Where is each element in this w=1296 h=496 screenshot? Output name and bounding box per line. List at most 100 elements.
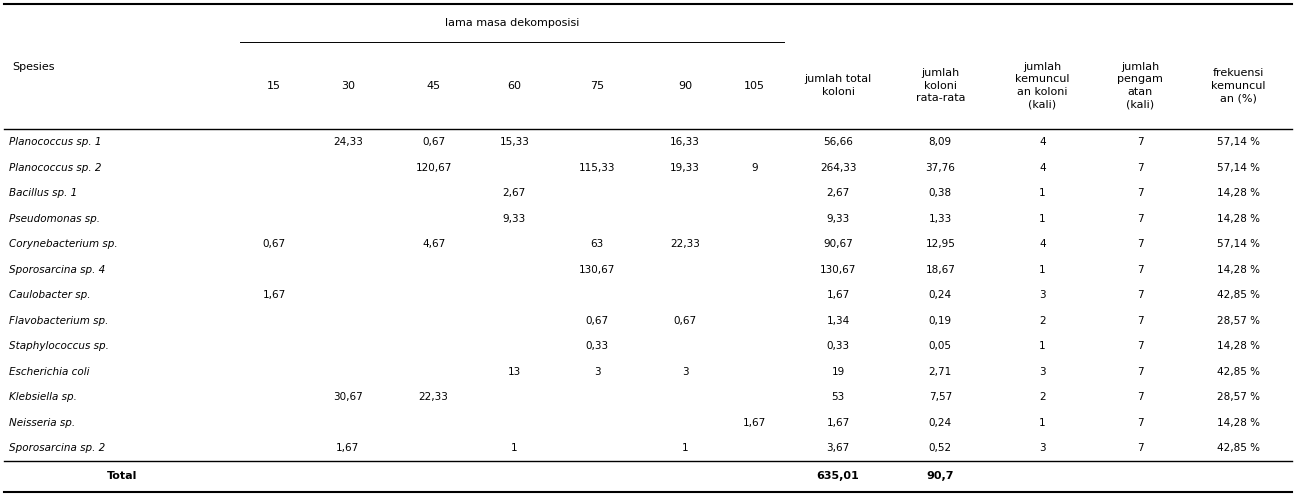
Text: 12,95: 12,95 (925, 239, 955, 249)
Text: Planococcus sp. 2: Planococcus sp. 2 (9, 163, 102, 173)
Text: 1,67: 1,67 (336, 443, 359, 453)
Text: 90: 90 (678, 81, 692, 91)
Text: 3,67: 3,67 (827, 443, 850, 453)
Text: 7: 7 (1137, 239, 1143, 249)
Text: 1: 1 (1039, 214, 1046, 224)
Text: 7: 7 (1137, 443, 1143, 453)
Text: 0,52: 0,52 (929, 443, 951, 453)
Text: 7: 7 (1137, 341, 1143, 351)
Text: 9,33: 9,33 (503, 214, 526, 224)
Text: 56,66: 56,66 (823, 137, 853, 147)
Text: 4: 4 (1039, 163, 1046, 173)
Text: 115,33: 115,33 (579, 163, 616, 173)
Text: 18,67: 18,67 (925, 265, 955, 275)
Text: frekuensi
kemuncul
an (%): frekuensi kemuncul an (%) (1210, 68, 1265, 103)
Text: Neisseria sp.: Neisseria sp. (9, 418, 75, 428)
Text: 2,71: 2,71 (929, 367, 951, 377)
Text: Pseudomonas sp.: Pseudomonas sp. (9, 214, 100, 224)
Text: 19: 19 (832, 367, 845, 377)
Text: 0,05: 0,05 (929, 341, 951, 351)
Text: 0,67: 0,67 (263, 239, 286, 249)
Text: lama masa dekomposisi: lama masa dekomposisi (445, 18, 579, 28)
Text: 37,76: 37,76 (925, 163, 955, 173)
Text: 14,28 %: 14,28 % (1217, 265, 1260, 275)
Text: 42,85 %: 42,85 % (1217, 290, 1260, 300)
Text: 1: 1 (1039, 341, 1046, 351)
Text: 60: 60 (507, 81, 521, 91)
Text: 1: 1 (1039, 418, 1046, 428)
Text: 9,33: 9,33 (827, 214, 850, 224)
Text: 57,14 %: 57,14 % (1217, 163, 1260, 173)
Text: 635,01: 635,01 (816, 472, 859, 482)
Text: 22,33: 22,33 (670, 239, 700, 249)
Text: 4,67: 4,67 (422, 239, 446, 249)
Text: 7,57: 7,57 (929, 392, 951, 402)
Text: 90,7: 90,7 (927, 472, 954, 482)
Text: 42,85 %: 42,85 % (1217, 367, 1260, 377)
Text: 0,67: 0,67 (674, 316, 697, 326)
Text: 1,67: 1,67 (263, 290, 286, 300)
Text: Bacillus sp. 1: Bacillus sp. 1 (9, 188, 78, 198)
Text: 2: 2 (1039, 316, 1046, 326)
Text: 57,14 %: 57,14 % (1217, 137, 1260, 147)
Text: 2,67: 2,67 (827, 188, 850, 198)
Text: 16,33: 16,33 (670, 137, 700, 147)
Text: 30,67: 30,67 (333, 392, 363, 402)
Text: 7: 7 (1137, 265, 1143, 275)
Text: 3: 3 (1039, 443, 1046, 453)
Text: 7: 7 (1137, 163, 1143, 173)
Text: 1,67: 1,67 (743, 418, 766, 428)
Text: 1,34: 1,34 (827, 316, 850, 326)
Text: 0,33: 0,33 (586, 341, 609, 351)
Text: 7: 7 (1137, 418, 1143, 428)
Text: 24,33: 24,33 (333, 137, 363, 147)
Text: 3: 3 (682, 367, 688, 377)
Text: Corynebacterium sp.: Corynebacterium sp. (9, 239, 118, 249)
Text: 75: 75 (590, 81, 604, 91)
Text: 53: 53 (832, 392, 845, 402)
Text: 7: 7 (1137, 367, 1143, 377)
Text: 63: 63 (591, 239, 604, 249)
Text: 0,67: 0,67 (586, 316, 609, 326)
Text: Flavobacterium sp.: Flavobacterium sp. (9, 316, 109, 326)
Text: 45: 45 (426, 81, 441, 91)
Text: 4: 4 (1039, 239, 1046, 249)
Text: 1: 1 (511, 443, 517, 453)
Text: 7: 7 (1137, 392, 1143, 402)
Text: 0,19: 0,19 (929, 316, 951, 326)
Text: Sporosarcina sp. 4: Sporosarcina sp. 4 (9, 265, 105, 275)
Text: 0,67: 0,67 (422, 137, 446, 147)
Text: 22,33: 22,33 (419, 392, 448, 402)
Text: Caulobacter sp.: Caulobacter sp. (9, 290, 91, 300)
Text: 2,67: 2,67 (503, 188, 526, 198)
Text: 7: 7 (1137, 214, 1143, 224)
Text: 4: 4 (1039, 137, 1046, 147)
Text: 130,67: 130,67 (579, 265, 616, 275)
Text: 0,24: 0,24 (929, 418, 951, 428)
Text: 1,67: 1,67 (827, 290, 850, 300)
Text: Spesies: Spesies (12, 62, 54, 72)
Text: 1,67: 1,67 (827, 418, 850, 428)
Text: 14,28 %: 14,28 % (1217, 214, 1260, 224)
Text: 28,57 %: 28,57 % (1217, 316, 1260, 326)
Text: jumlah
koloni
rata-rata: jumlah koloni rata-rata (915, 68, 966, 103)
Text: 13: 13 (508, 367, 521, 377)
Text: 2: 2 (1039, 392, 1046, 402)
Text: 30: 30 (341, 81, 355, 91)
Text: Staphylococcus sp.: Staphylococcus sp. (9, 341, 109, 351)
Text: 3: 3 (594, 367, 600, 377)
Text: 120,67: 120,67 (416, 163, 452, 173)
Text: Total: Total (106, 472, 137, 482)
Text: 19,33: 19,33 (670, 163, 700, 173)
Text: 130,67: 130,67 (820, 265, 857, 275)
Text: 0,24: 0,24 (929, 290, 951, 300)
Text: jumlah
kemuncul
an koloni
(kali): jumlah kemuncul an koloni (kali) (1015, 62, 1069, 109)
Text: 7: 7 (1137, 290, 1143, 300)
Text: 90,67: 90,67 (823, 239, 853, 249)
Text: 1: 1 (1039, 265, 1046, 275)
Text: Sporosarcina sp. 2: Sporosarcina sp. 2 (9, 443, 105, 453)
Text: 9: 9 (752, 163, 758, 173)
Text: Klebsiella sp.: Klebsiella sp. (9, 392, 78, 402)
Text: 7: 7 (1137, 137, 1143, 147)
Text: 14,28 %: 14,28 % (1217, 188, 1260, 198)
